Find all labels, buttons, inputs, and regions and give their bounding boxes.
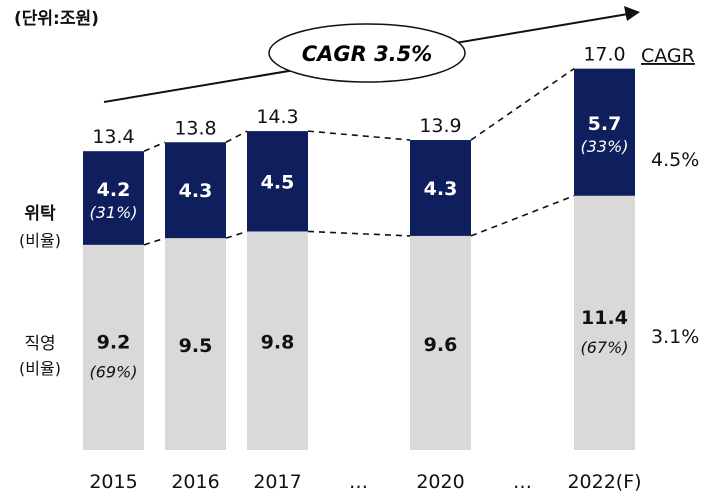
connector-middle: [225, 230, 248, 239]
consignment-ratio-label: (31%): [89, 203, 137, 222]
x-tick-label: …: [513, 471, 532, 493]
cagr-direct: 3.1%: [651, 326, 699, 348]
unit-label: (단위:조원): [14, 9, 99, 29]
total-label: 17.0: [583, 44, 625, 66]
row-label-direct-sub: (비율): [19, 359, 61, 378]
bar-direct: [165, 238, 226, 450]
cagr-header: CAGR: [641, 45, 695, 67]
bar-consignment: [574, 68, 635, 196]
cagr-bubble: [268, 23, 466, 83]
x-tick-label: 2016: [171, 471, 219, 493]
row-label-direct: 직영: [24, 334, 55, 354]
total-label: 13.9: [419, 115, 461, 137]
connector-top: [470, 68, 575, 141]
labels-group: 2015 13.4 4.2 (31%) 9.2 (69%) 2016 13.8 4.3 9.5 20…: [89, 44, 641, 493]
consignment-ratio-label: (33%): [580, 137, 628, 156]
direct-value-label: 9.8: [261, 332, 295, 354]
cagr-consignment: 4.5%: [651, 149, 699, 171]
row-label-consignment: 위탁: [24, 204, 56, 224]
bar-direct: [247, 231, 308, 450]
connector-top: [225, 130, 248, 143]
consignment-value-label: 5.7: [588, 113, 622, 135]
x-tick-label: 2022(F): [567, 471, 641, 493]
total-label: 13.4: [92, 126, 134, 148]
total-label: 14.3: [256, 106, 298, 128]
consignment-value-label: 4.2: [97, 179, 131, 201]
x-tick-label: …: [349, 471, 368, 493]
direct-value-label: 11.4: [581, 307, 628, 329]
bar-consignment: [247, 131, 308, 232]
consignment-value-label: 4.3: [424, 178, 458, 200]
direct-ratio-label: (69%): [89, 362, 137, 381]
consignment-value-label: 4.3: [179, 180, 213, 202]
direct-value-label: 9.2: [97, 331, 131, 353]
connectors-group: [143, 68, 575, 246]
consignment-value-label: 4.5: [261, 171, 295, 193]
direct-value-label: 9.5: [179, 335, 213, 357]
x-tick-label: 2015: [89, 471, 137, 493]
total-label: 13.8: [174, 117, 216, 139]
bar-direct: [83, 244, 144, 450]
connector-top: [143, 141, 166, 152]
row-label-consignment-sub: (비율): [19, 231, 61, 250]
direct-ratio-label: (67%): [580, 338, 628, 357]
cagr-arrow-head: [624, 6, 640, 21]
bar-consignment: [410, 140, 471, 236]
cagr-bubble-text: CAGR 3.5%: [302, 42, 433, 66]
bar-direct: [410, 235, 471, 450]
direct-value-label: 9.6: [424, 334, 458, 356]
bar-consignment: [83, 151, 144, 245]
bar-direct: [574, 195, 635, 450]
connector-middle: [143, 237, 166, 246]
bar-consignment: [165, 142, 226, 239]
connector-top: [307, 130, 411, 141]
bars-group: [83, 68, 635, 450]
x-tick-label: 2020: [416, 471, 464, 493]
connector-middle: [470, 195, 575, 237]
x-tick-label: 2017: [253, 471, 301, 493]
connector-middle: [307, 230, 411, 237]
